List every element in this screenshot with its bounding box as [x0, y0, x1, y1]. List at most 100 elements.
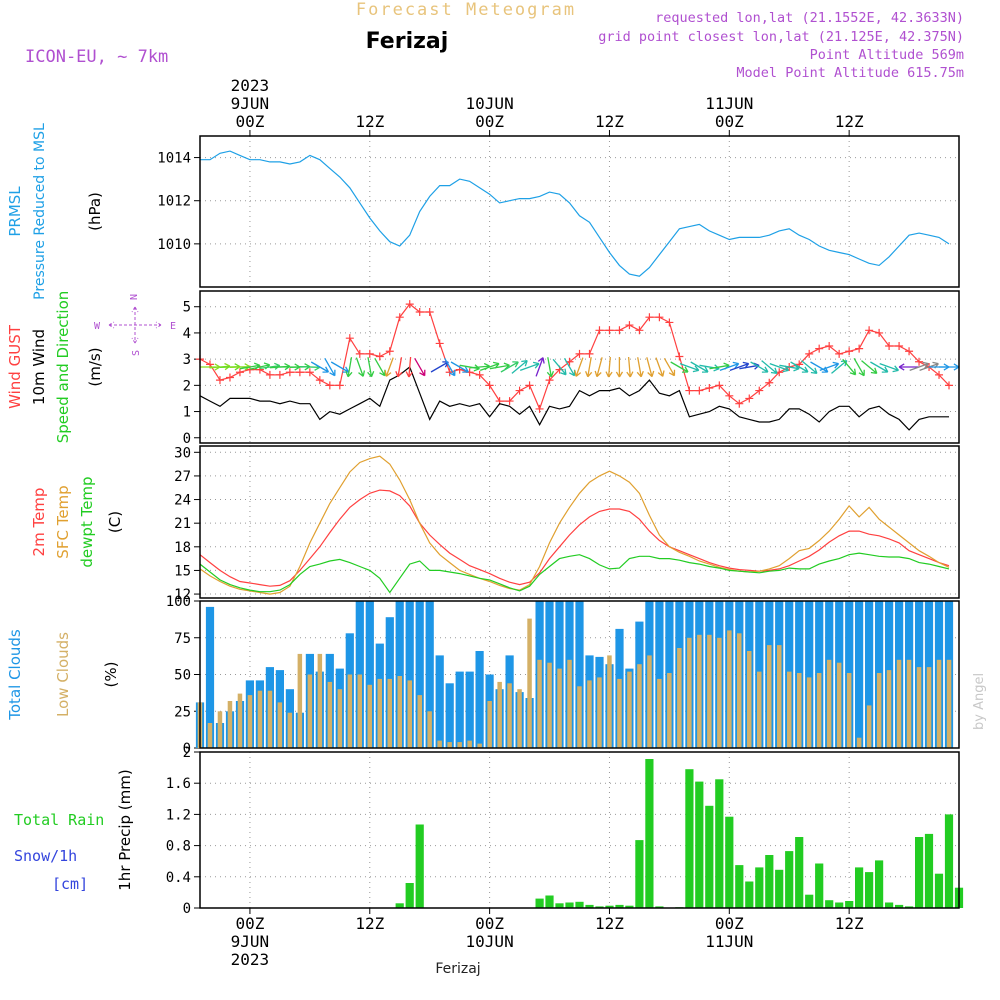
wind-arrow	[790, 361, 809, 373]
y-tick-label: 0	[183, 431, 191, 447]
bar-low	[577, 686, 582, 748]
wind-arrow	[384, 357, 394, 377]
gust-marker	[395, 313, 404, 322]
y-axis-label: PRMSL	[6, 186, 24, 237]
compass-cross	[108, 306, 162, 344]
wind-arrow	[395, 357, 403, 378]
bar-rain	[835, 902, 844, 908]
gust-marker	[435, 339, 444, 348]
gust-marker	[675, 352, 684, 361]
bar-low	[896, 659, 902, 748]
bar-low	[607, 655, 612, 748]
gust-marker	[945, 381, 954, 390]
footer-location: Ferizaj	[435, 961, 480, 977]
bar-rain	[555, 903, 564, 908]
wind-arrow	[861, 360, 878, 375]
bar-low	[806, 677, 812, 748]
series-line-2m	[199, 489, 950, 587]
y-axis-label: SFC Temp	[54, 485, 72, 558]
panel-pressure: 1010 1012 1014 PRMSL Pressure Reduced to MSL…	[6, 123, 960, 300]
bar-total	[475, 651, 484, 748]
wind-arrow	[879, 362, 900, 373]
top-time-label: 00Z	[715, 112, 744, 131]
bar-low	[457, 742, 462, 748]
bar-low	[277, 702, 283, 748]
gust-marker	[515, 386, 524, 395]
wind-arrow	[636, 357, 644, 378]
gust-marker	[645, 313, 654, 322]
y-axis-label: 10m Wind	[30, 329, 48, 405]
bar-rain	[725, 816, 734, 908]
bottom-time-label: 00Z	[475, 914, 504, 933]
gust-marker	[345, 334, 354, 343]
y-tick-label: 2	[183, 745, 191, 761]
bar-low	[906, 659, 912, 748]
watermark: by Angel	[972, 673, 987, 730]
compass-s: S	[131, 350, 142, 356]
wind-arrow	[898, 363, 920, 371]
bar-rain	[915, 837, 924, 908]
wind-arrow	[655, 357, 665, 377]
gust-marker	[275, 370, 284, 379]
gust-marker	[895, 342, 904, 351]
y-tick-label: 1.2	[166, 807, 191, 823]
bar-total	[435, 655, 444, 748]
bar-low	[797, 673, 802, 748]
panel-precip: 0 0.4 0.8 1.2 1.6 2 1hr Precip (mm) Total Rain S…	[14, 745, 964, 917]
bar-low	[267, 690, 273, 748]
gust-marker	[695, 386, 704, 395]
bar-low	[727, 630, 732, 748]
gust-marker	[595, 326, 604, 335]
bar-rain	[765, 855, 774, 908]
y-axis-label: 1hr Precip (mm)	[116, 769, 134, 890]
bar-rain	[595, 906, 604, 908]
bar-rain	[905, 906, 914, 908]
wind-arrow	[615, 357, 624, 378]
info-point-altitude: Point Altitude 569m	[810, 47, 964, 63]
y-axis-label: (C)	[106, 511, 124, 533]
bar-low	[537, 659, 542, 748]
bar-low	[247, 695, 253, 748]
bar-low	[856, 737, 862, 748]
gust-marker	[615, 326, 624, 335]
wind-arrow	[646, 357, 655, 378]
bar-low	[657, 678, 662, 748]
bar-rain	[755, 867, 764, 908]
y-tick-label: 25	[174, 704, 191, 720]
bar-low	[707, 634, 712, 748]
bar-low	[237, 693, 243, 748]
bottom-time-label: 2023	[231, 950, 270, 969]
bottom-time-label: 12Z	[595, 914, 624, 933]
y-tick-label: 4	[183, 326, 191, 342]
bar-rain	[705, 805, 714, 908]
gust-marker	[475, 370, 484, 379]
gust-marker	[915, 357, 924, 366]
info-requested: requested lon,lat (21.1552E, 42.3633N)	[655, 10, 964, 26]
wind-arrow	[450, 361, 469, 373]
bar-low	[627, 671, 632, 748]
header: Forecast Meteogram Ferizaj ICON-EU, ~ 7k…	[25, 0, 964, 81]
bar-low	[637, 664, 642, 748]
bar-low	[317, 653, 323, 748]
bar-rain	[585, 904, 594, 908]
gust-marker	[715, 381, 724, 390]
gust-marker	[625, 321, 634, 330]
wind-arrow	[324, 357, 336, 377]
bar-low	[677, 648, 682, 748]
gust-marker	[885, 342, 894, 351]
series-line-gust	[199, 303, 950, 411]
bar-rain	[405, 883, 414, 908]
panel-frame	[199, 135, 960, 288]
model-label: ICON-EU, ~ 7km	[25, 47, 168, 67]
bar-rain	[845, 901, 854, 908]
bar-rain	[575, 901, 584, 908]
wind-arrow	[430, 361, 449, 373]
bar-low	[487, 701, 492, 748]
bar-low	[357, 674, 362, 748]
wind-arrow	[367, 357, 375, 378]
bar-low	[787, 671, 792, 748]
gust-marker	[575, 349, 584, 358]
bar-low	[737, 633, 742, 748]
y-tick-label: 1.6	[166, 776, 191, 792]
